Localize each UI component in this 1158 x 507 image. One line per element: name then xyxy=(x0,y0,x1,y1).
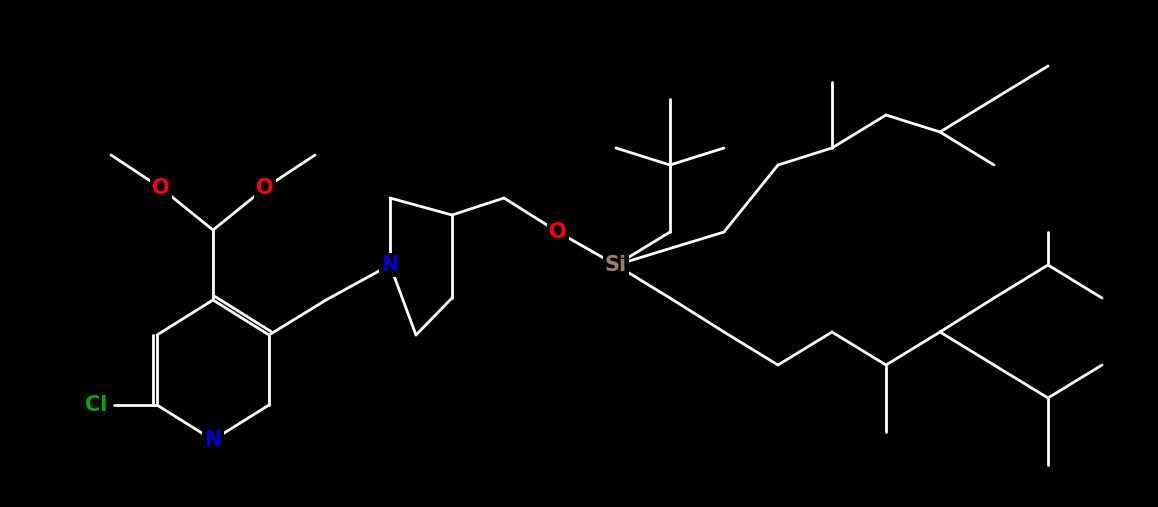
Text: Si: Si xyxy=(604,255,628,275)
Text: O: O xyxy=(256,178,273,198)
Text: N: N xyxy=(204,430,221,450)
Text: O: O xyxy=(549,222,566,242)
Text: Cl: Cl xyxy=(85,395,108,415)
Text: N: N xyxy=(381,255,398,275)
Text: O: O xyxy=(152,178,170,198)
